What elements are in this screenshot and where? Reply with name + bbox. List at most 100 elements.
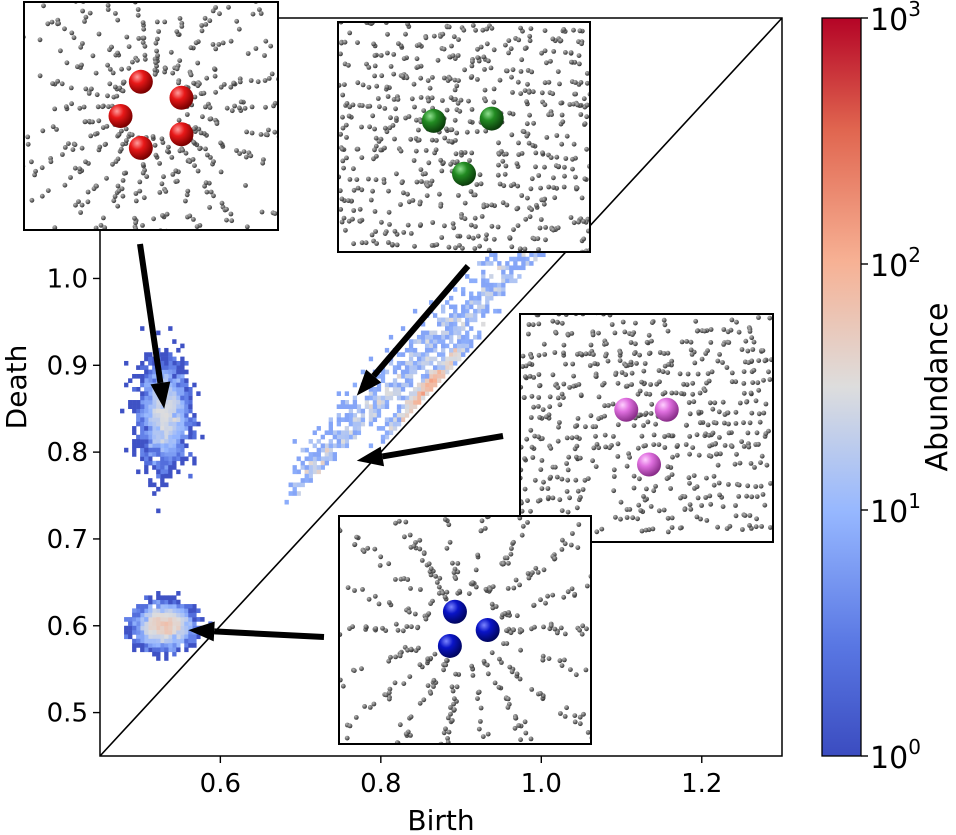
heatmap-cell: [396, 395, 402, 401]
heatmap-cell: [489, 252, 494, 258]
heatmap-cell: [428, 378, 434, 383]
heatmap-cell: [308, 469, 313, 475]
heatmap-cell: [148, 443, 153, 449]
heatmap-cell: [176, 404, 181, 409]
heatmap-cell: [312, 443, 317, 449]
heatmap-cell: [436, 339, 442, 344]
heatmap-cell: [160, 426, 165, 431]
heatmap-cell: [485, 295, 490, 301]
heatmap-cell: [428, 369, 434, 375]
heatmap-cell: [436, 369, 442, 375]
heatmap-cell: [408, 378, 414, 383]
heatmap-cell: [148, 612, 153, 618]
heatmap-cell: [180, 447, 185, 453]
heatmap-cell: [184, 643, 189, 648]
inset-highlight-spheres: [437, 599, 500, 658]
heatmap-cell: [188, 408, 193, 414]
heatmap-cell: [477, 261, 482, 266]
heatmap-cell: [192, 643, 197, 648]
heatmap-cell: [392, 413, 398, 418]
heatmap-cell: [136, 413, 141, 418]
heatmap-cell: [164, 426, 169, 431]
heatmap-cell: [176, 365, 181, 370]
heatmap-cell: [136, 630, 141, 635]
heatmap-cell: [172, 460, 177, 466]
heatmap-cell: [505, 261, 510, 266]
heatmap-cell: [424, 373, 430, 379]
heatmap-cell: [188, 452, 193, 457]
heatmap-cell: [188, 400, 193, 405]
heatmap-cell: [461, 308, 466, 314]
heatmap-cell: [449, 334, 454, 340]
heatmap-cell: [360, 413, 366, 418]
y-tick-label: 0.6: [47, 612, 88, 642]
heatmap-cell: [144, 365, 149, 370]
heatmap-cell: [176, 430, 181, 436]
heatmap-cell: [489, 295, 494, 301]
heatmap-cell: [348, 408, 354, 414]
heatmap-cell: [336, 439, 341, 444]
heatmap-cell: [188, 634, 193, 640]
heatmap-cell: [140, 378, 145, 383]
colorbar-label: Abundance: [920, 303, 955, 472]
heatmap-cell: [384, 430, 390, 436]
heatmap-cell: [481, 269, 486, 275]
heatmap-cell: [188, 604, 193, 609]
heatmap-cell: [332, 452, 337, 457]
heatmap-cell: [424, 382, 430, 388]
heatmap-cell: [148, 395, 153, 401]
heatmap-cell: [176, 630, 181, 635]
heatmap-cell: [428, 360, 434, 366]
heatmap-cell: [465, 334, 470, 340]
heatmap-cell: [344, 434, 350, 440]
heatmap-cell: [184, 443, 189, 449]
heatmap-cell: [124, 382, 129, 388]
heatmap-cell: [284, 499, 289, 505]
heatmap-cell: [376, 395, 382, 401]
heatmap-cell: [160, 634, 165, 640]
heatmap-cell: [140, 634, 145, 640]
heatmap-cell: [188, 426, 193, 431]
heatmap-cell: [445, 360, 450, 366]
heatmap-cell: [428, 373, 434, 379]
heatmap-cell: [156, 439, 161, 444]
heatmap-cell: [168, 400, 173, 405]
heatmap-cell: [396, 352, 402, 357]
heatmap-cell: [164, 413, 169, 418]
heatmap-cell: [164, 356, 169, 362]
heatmap-cell: [320, 434, 325, 440]
heatmap-cell: [436, 334, 442, 340]
heatmap-cell: [436, 317, 442, 323]
heatmap-cell: [368, 417, 374, 423]
heatmap-cell: [156, 651, 161, 657]
heatmap-cell: [136, 373, 141, 379]
inset-background-particles: [339, 23, 589, 251]
heatmap-cell: [160, 595, 165, 601]
x-axis-ticks: 0.6 0.8 1.0 1.2: [200, 756, 722, 799]
heatmap-cell: [441, 369, 446, 375]
heatmap-cell: [400, 369, 406, 375]
heatmap-cell: [176, 469, 181, 475]
heatmap-cell: [445, 369, 450, 375]
heatmap-cell: [172, 612, 177, 618]
heatmap-cell: [505, 274, 510, 279]
heatmap-cell: [368, 413, 374, 418]
heatmap-cell: [172, 404, 177, 409]
heatmap-cell: [420, 334, 426, 340]
heatmap-cell: [477, 334, 482, 340]
heatmap-cell: [160, 352, 165, 357]
heatmap-cell: [457, 330, 462, 336]
heatmap-cell: [404, 369, 410, 375]
heatmap-cell: [168, 434, 173, 440]
heatmap-cell: [156, 469, 161, 475]
heatmap-cell: [168, 404, 173, 409]
heatmap-cell: [493, 282, 498, 288]
heatmap-cell: [168, 456, 173, 462]
heatmap-cell: [188, 391, 193, 396]
heatmap-cell: [132, 373, 137, 379]
heatmap-cell: [392, 382, 398, 388]
heatmap-cell: [168, 452, 173, 457]
heatmap-cell: [497, 265, 502, 271]
heatmap-cell: [312, 465, 317, 470]
heatmap-cell: [408, 352, 414, 357]
